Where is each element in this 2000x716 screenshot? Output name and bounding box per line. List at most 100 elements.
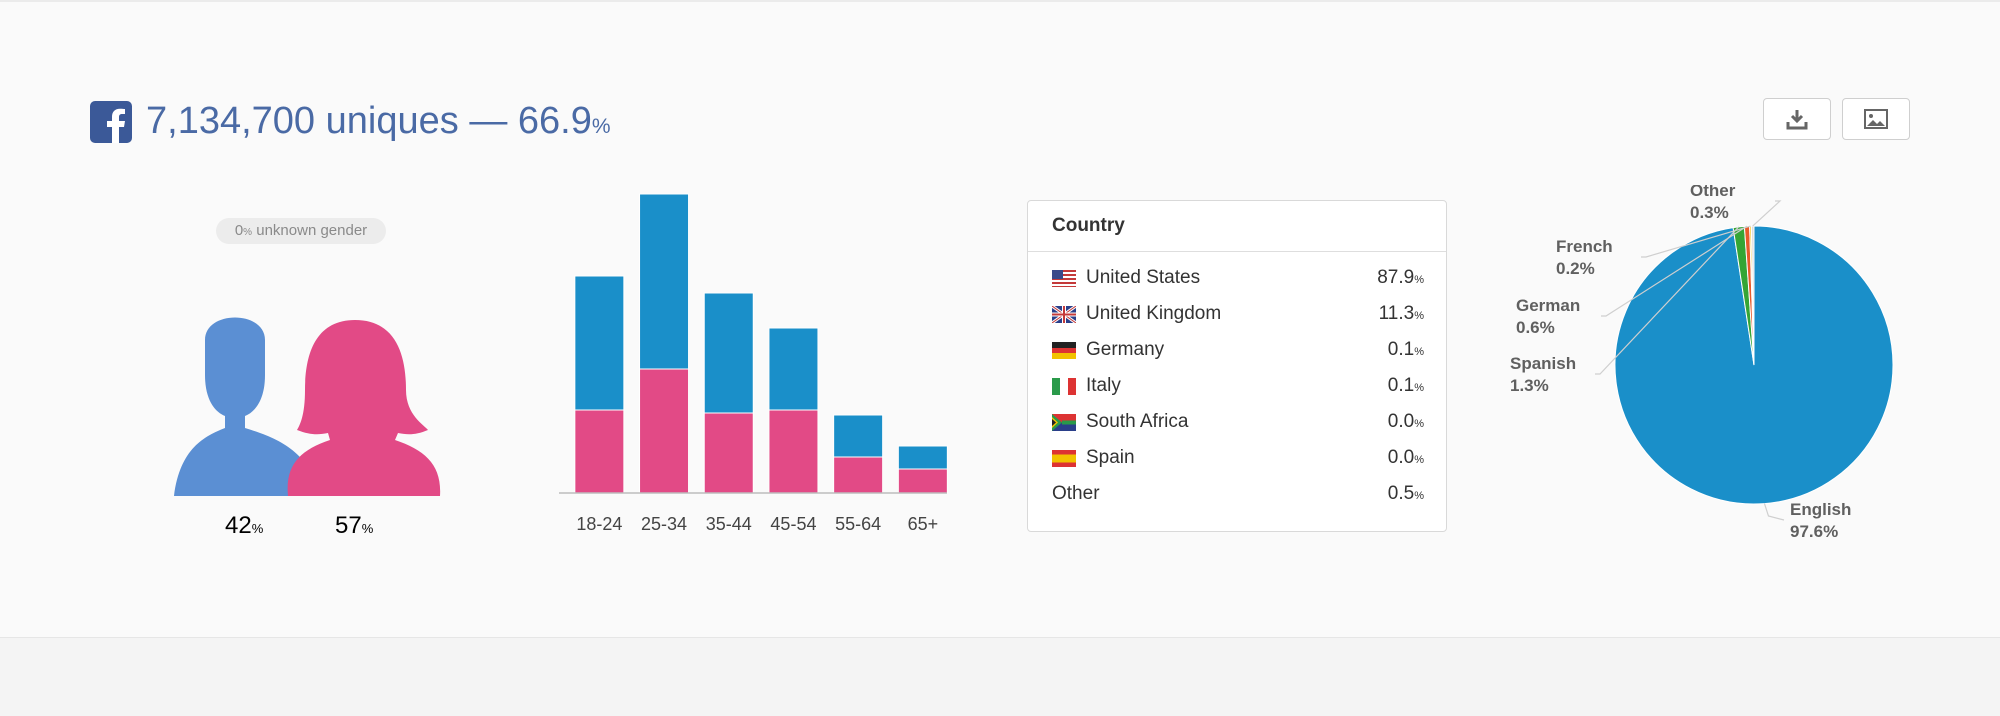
country-percent-unit: % (1414, 490, 1424, 502)
pie-value-label: 97.6% (1790, 522, 1838, 541)
pie-value-label: 1.3% (1510, 376, 1549, 395)
country-name: Italy (1086, 375, 1121, 396)
download-icon (1786, 110, 1808, 130)
language-pie-chart: English 97.6% Spanish 1.3% German 0.6% French 0… (1510, 185, 1894, 541)
country-percent: 11.3% (1379, 303, 1424, 325)
unknown-gender-badge: 0% unknown gender (216, 218, 386, 244)
female-percent-value: 57 (335, 512, 362, 539)
us-flag-icon (1052, 269, 1076, 287)
age-bar-segment (768, 327, 819, 411)
female-figure-icon (287, 320, 441, 496)
age-bar-segment (703, 412, 754, 494)
uk-flag-icon (1051, 304, 1077, 324)
age-category-label: 25-34 (641, 514, 687, 534)
za-flag-icon (1052, 413, 1076, 431)
de-flag-icon (1052, 341, 1076, 359)
unknown-gender-label: unknown gender (256, 222, 368, 239)
country-percent: 0.0% (1388, 411, 1424, 433)
age-bar-segment (768, 409, 819, 494)
unknown-gender-unit: % (243, 227, 253, 238)
country-percent-unit: % (1414, 310, 1424, 322)
age-category-label: 55-64 (835, 514, 881, 534)
country-percent-value: 0.5 (1387, 483, 1415, 504)
export-image-button[interactable] (1842, 98, 1910, 140)
male-figure-icon (174, 317, 320, 496)
uniques-count: 7,134,700 (146, 100, 316, 142)
country-percent: 0.0% (1388, 447, 1424, 469)
pie-value-label: 0.6% (1516, 318, 1555, 337)
top-divider (0, 0, 2000, 2)
country-percent-value: 0.0 (1387, 411, 1415, 432)
country-table-title: Country (1028, 201, 1446, 252)
age-bar-segment (574, 275, 625, 411)
country-row: South Africa 0.0% (1052, 407, 1424, 437)
country-percent-value: 0.1 (1387, 339, 1415, 360)
age-bar-segment (574, 409, 625, 494)
uniques-label: uniques (325, 100, 459, 142)
country-percent: 0.1% (1388, 375, 1424, 397)
pie-leader-line (1601, 225, 1748, 317)
pie-label: French (1556, 237, 1613, 256)
male-percent-unit: % (251, 521, 264, 536)
male-percent-value: 42 (225, 512, 252, 539)
age-category-label: 65+ (908, 514, 939, 534)
country-name: Other (1052, 483, 1100, 504)
country-percent-unit: % (1414, 382, 1424, 394)
age-bar-chart: 18-24 25-34 35-44 45-54 55-64 65+ (559, 193, 948, 534)
age-bar-segment (833, 456, 884, 494)
country-percent: 87.9% (1377, 267, 1424, 289)
country-percent-unit: % (1414, 274, 1424, 286)
country-percent: 0.1% (1388, 339, 1424, 361)
country-percent-unit: % (1414, 418, 1424, 430)
female-percent: 57% (335, 512, 373, 540)
page-title: 7,134,700 uniques — 66.9% (146, 100, 611, 143)
gender-figures (174, 317, 441, 496)
age-category-label: 45-54 (770, 514, 816, 534)
female-percent-unit: % (361, 521, 374, 536)
pie-label: German (1516, 296, 1580, 315)
country-row: Italy 0.1% (1052, 371, 1424, 401)
age-bar-segment (897, 445, 948, 470)
country-percent-unit: % (1414, 346, 1424, 358)
pie-leader-line (1595, 226, 1740, 375)
pie-value-label: 0.3% (1690, 203, 1729, 222)
pie-label: Spanish (1510, 354, 1576, 373)
age-bar-segment (897, 468, 948, 494)
country-row: Germany 0.1% (1052, 335, 1424, 365)
country-row: Spain 0.0% (1052, 443, 1424, 473)
country-percent-value: 11.3 (1378, 303, 1415, 324)
it-flag-icon (1052, 377, 1076, 395)
pie-label: English (1790, 500, 1851, 519)
age-category-label: 35-44 (706, 514, 752, 534)
country-name: Germany (1086, 339, 1165, 360)
es-flag-icon (1052, 449, 1076, 467)
country-row: United Kingdom 11.3% (1051, 299, 1424, 329)
country-percent-value: 87.9 (1377, 267, 1415, 288)
audience-header: 7,134,700 uniques — 66.9% (90, 100, 611, 143)
country-table: Country United States 87.9% United Kingdom… (1027, 200, 1447, 532)
facebook-icon (90, 100, 132, 143)
share-unit: % (591, 115, 611, 138)
country-row: United States 87.9% (1052, 263, 1424, 293)
age-bar-segment (639, 368, 690, 494)
country-name: United States (1086, 267, 1201, 288)
pie-leader-line (1641, 225, 1751, 258)
age-bar-segment (639, 193, 690, 370)
country-percent: 0.5% (1388, 483, 1424, 505)
pie-leader-line (1763, 503, 1785, 521)
pie-slice-other (1750, 225, 1755, 366)
download-button[interactable] (1763, 98, 1831, 140)
age-bar-segment (703, 292, 754, 414)
unknown-gender-value: 0 (234, 222, 244, 239)
country-name: South Africa (1086, 411, 1189, 432)
pie-label: Other (1690, 185, 1736, 200)
pie-leader-line (1752, 200, 1782, 227)
country-percent-value: 0.0 (1387, 447, 1415, 468)
country-percent-value: 0.1 (1387, 375, 1415, 396)
age-bar-segment (833, 414, 884, 458)
pie-value-label: 0.2% (1556, 259, 1595, 278)
country-name: Spain (1086, 447, 1135, 468)
title-dash: — (469, 100, 508, 142)
country-percent-unit: % (1414, 454, 1424, 466)
footer-band (0, 637, 2000, 716)
